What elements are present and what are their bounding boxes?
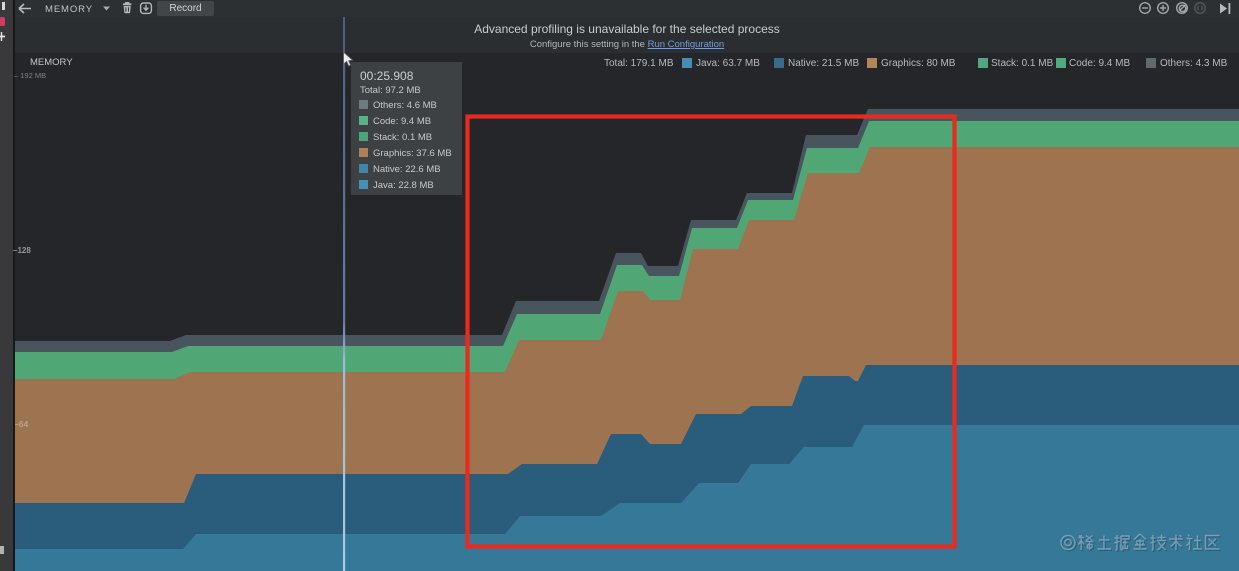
svg-text:–64: –64: [14, 419, 28, 429]
